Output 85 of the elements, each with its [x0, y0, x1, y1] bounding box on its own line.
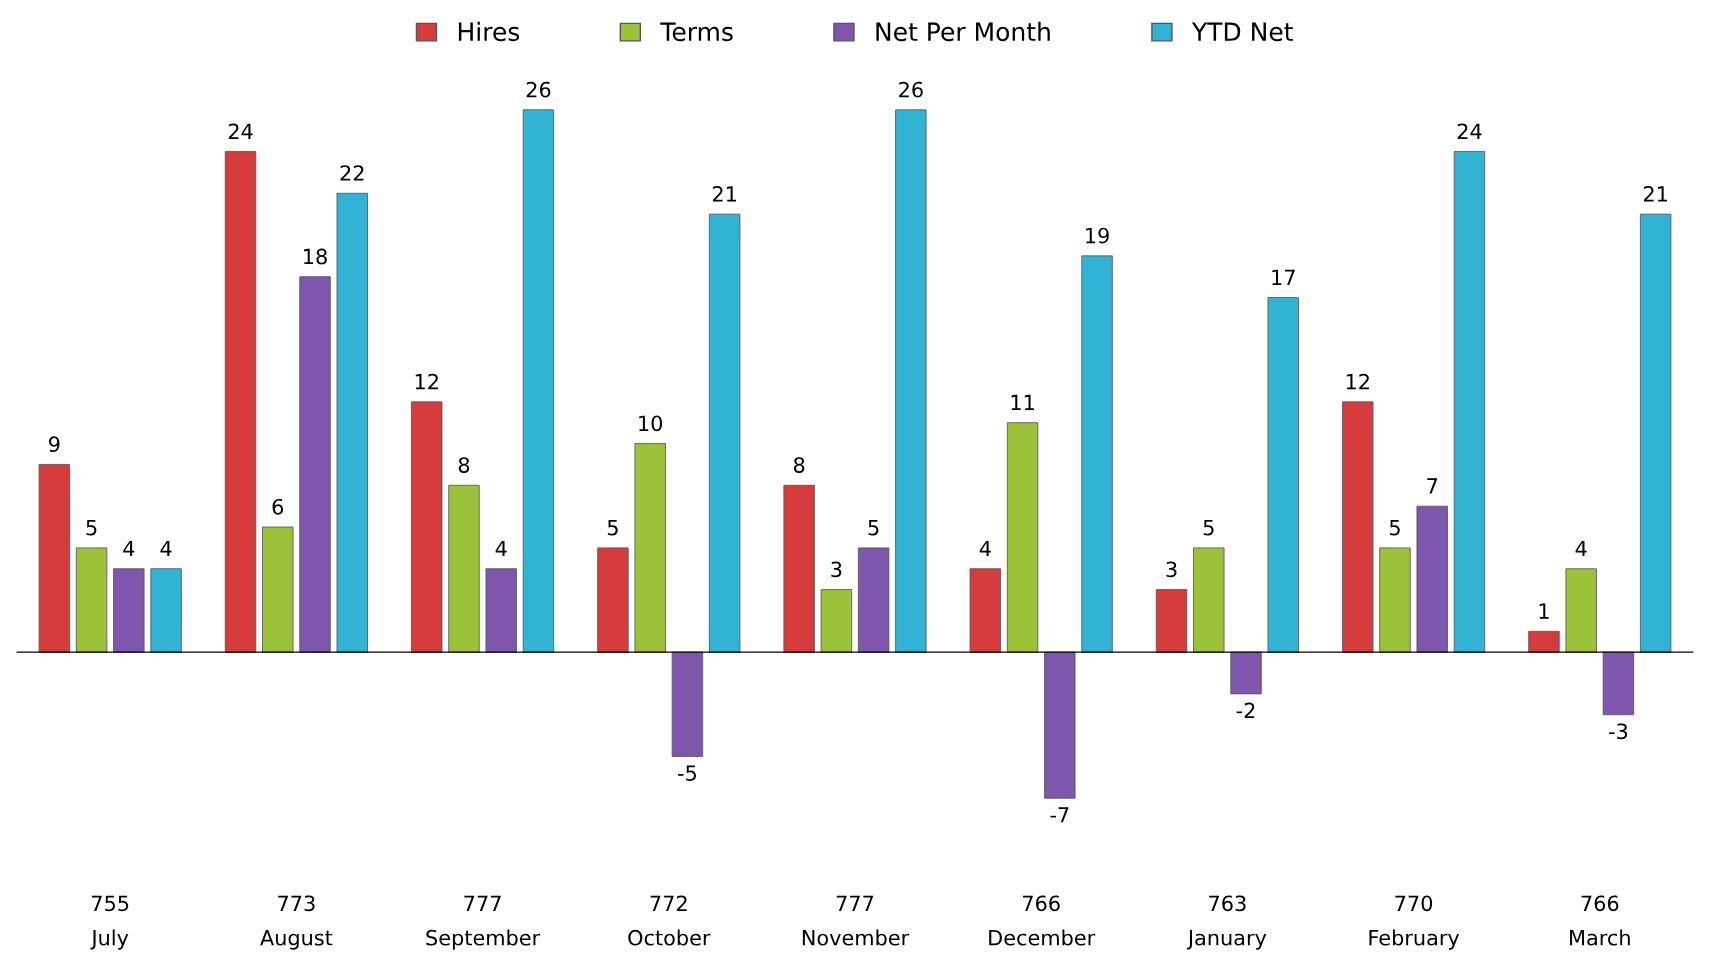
bar: [485, 568, 517, 653]
bar: [1379, 547, 1411, 653]
bar: [1342, 401, 1374, 653]
bar: [634, 443, 666, 653]
data-label: 21: [1643, 186, 1667, 202]
bar: [857, 547, 890, 653]
x-tick-label: 763 January: [1186, 895, 1267, 950]
x-tick-label: 777 September: [426, 895, 541, 950]
data-label: 4: [123, 540, 135, 557]
data-label: -3: [1609, 723, 1628, 740]
bar: [671, 651, 704, 757]
data-label: 17: [1272, 269, 1295, 285]
legend-label: Terms: [660, 22, 733, 42]
bar: [783, 484, 815, 653]
data-label: -7: [1050, 807, 1069, 823]
data-label: 5: [607, 520, 618, 536]
bar: [597, 547, 629, 653]
x-tick-label: 772 October: [628, 895, 711, 946]
bar: [522, 109, 555, 653]
bar: [1453, 151, 1486, 653]
bar: [1565, 568, 1597, 653]
data-label: 5: [1203, 520, 1214, 536]
data-label: 21: [712, 186, 736, 202]
data-label: -5: [678, 765, 696, 781]
data-label: 9: [49, 436, 60, 453]
bar: [1193, 547, 1225, 653]
data-label: 5: [868, 520, 879, 536]
legend-label: YTD Net: [1191, 22, 1293, 42]
bar: [448, 484, 480, 653]
data-label: 19: [1086, 227, 1109, 244]
x-tick-label: 773 August: [260, 895, 333, 950]
data-label: 26: [526, 81, 551, 98]
bar: [1006, 422, 1039, 653]
bar: [411, 401, 443, 653]
x-tick-label: 755 July: [90, 895, 129, 950]
data-label: 6: [272, 498, 284, 515]
bar: [1528, 630, 1560, 653]
data-label: 4: [1575, 540, 1587, 557]
data-label: 3: [831, 561, 842, 578]
data-label: 1: [1539, 603, 1549, 619]
bar: [969, 568, 1002, 653]
data-label: -2: [1236, 702, 1255, 719]
bar: [1639, 213, 1672, 653]
data-label: 22: [340, 165, 364, 181]
bar: [150, 568, 182, 653]
data-label: 18: [304, 248, 327, 265]
bar: [262, 526, 294, 653]
x-tick-label: 766 December: [989, 895, 1096, 946]
bar: [1267, 297, 1299, 653]
bar: [299, 276, 331, 653]
data-label: 11: [1011, 394, 1034, 411]
bar: [1602, 651, 1635, 716]
legend-label: Net Per Month: [876, 21, 1050, 42]
data-label: 5: [1389, 520, 1400, 536]
bar: [708, 213, 741, 653]
data-label: 24: [1457, 123, 1482, 139]
data-label: 3: [1166, 561, 1177, 578]
bar: [38, 464, 71, 653]
bar: [1155, 589, 1188, 653]
data-label: 26: [899, 81, 923, 98]
x-tick-label: 777 November: [802, 895, 910, 946]
data-label: 8: [793, 457, 805, 473]
legend-label: Hires: [458, 21, 520, 42]
bar: [1230, 651, 1262, 695]
bar: [1416, 505, 1448, 653]
data-label: 4: [495, 540, 507, 557]
data-label: 24: [228, 123, 253, 139]
data-label: 5: [86, 520, 97, 536]
bar: [820, 589, 853, 653]
data-label: 12: [415, 373, 438, 390]
x-tick-label: 770 February: [1369, 895, 1460, 950]
data-label: 8: [458, 457, 470, 473]
data-label: 10: [639, 415, 663, 432]
bar: [224, 151, 257, 653]
data-label: 4: [979, 540, 991, 557]
x-tick-label: 766 March: [1570, 895, 1630, 946]
data-label: 12: [1346, 373, 1369, 390]
bar: [75, 547, 108, 653]
data-label: 4: [160, 540, 172, 557]
bar: [113, 568, 145, 653]
bar: [1081, 255, 1113, 653]
data-label: 7: [1427, 478, 1438, 494]
bar: [336, 192, 368, 653]
bar: [895, 109, 927, 653]
bar: [1044, 651, 1076, 799]
